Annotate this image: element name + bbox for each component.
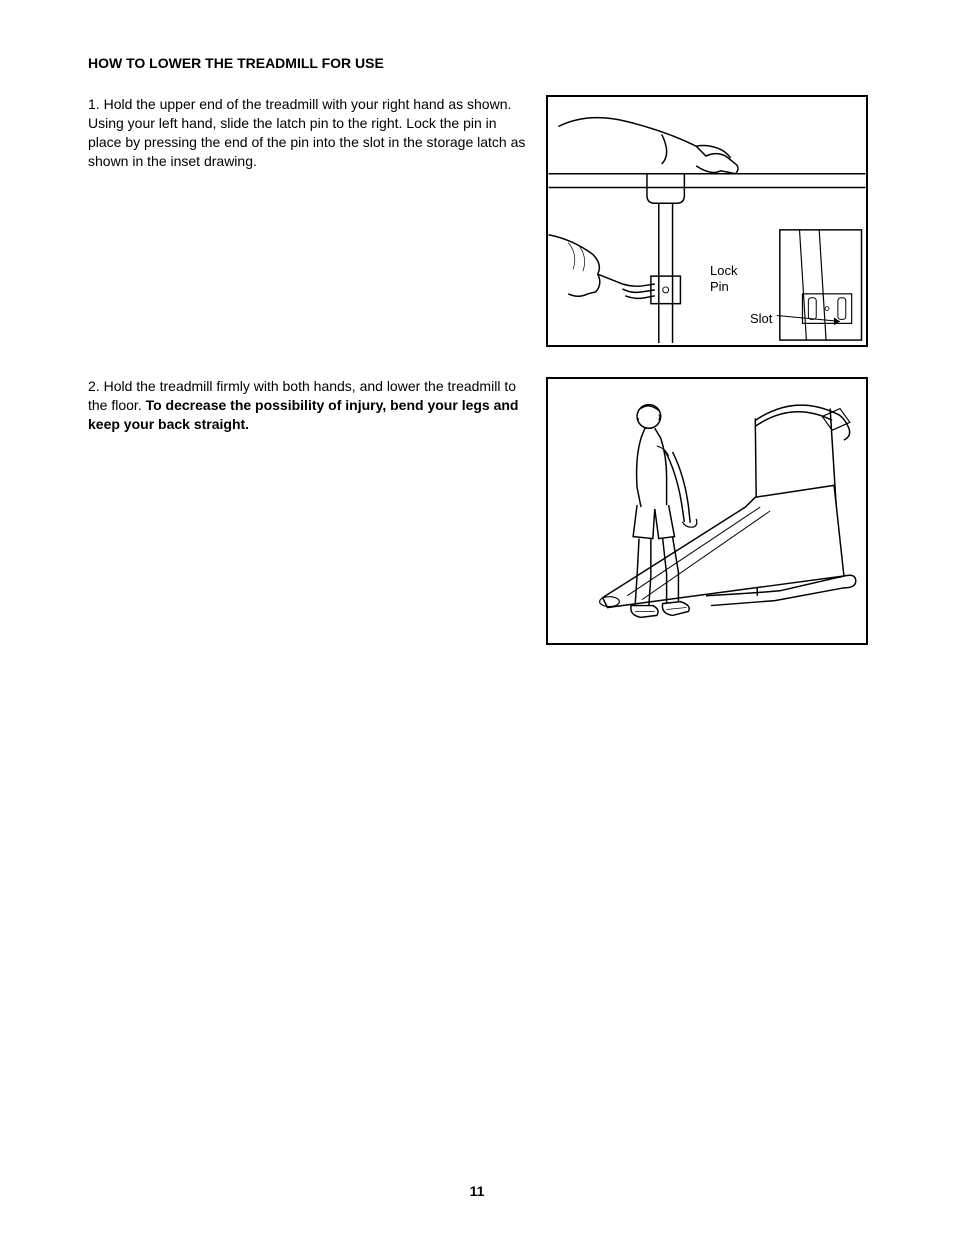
step-2-figure <box>546 377 868 645</box>
step-1-number: 1. <box>88 96 100 112</box>
page-content: HOW TO LOWER THE TREADMILL FOR USE 1. Ho… <box>0 0 954 645</box>
label-slot-text: Slot <box>750 311 772 326</box>
label-lock-pin: Lock Pin <box>710 263 737 294</box>
step-1-body: Hold the upper end of the treadmill with… <box>88 96 525 169</box>
step-2-row: 2. Hold the treadmill firmly with both h… <box>88 377 866 645</box>
step-2-text: 2. Hold the treadmill firmly with both h… <box>88 377 526 434</box>
page-number: 11 <box>0 1183 954 1199</box>
lower-treadmill-illustration <box>548 379 866 643</box>
section-title: HOW TO LOWER THE TREADMILL FOR USE <box>88 55 866 71</box>
step-1-figure: Lock Pin Slot <box>546 95 868 347</box>
step-2-number: 2. <box>88 378 100 394</box>
label-lock-pin-text: Lock Pin <box>710 263 737 294</box>
step-1-row: 1. Hold the upper end of the treadmill w… <box>88 95 866 347</box>
lock-pin-illustration <box>548 97 866 345</box>
step-2-bold: To decrease the possibility of injury, b… <box>88 397 518 432</box>
step-1-text: 1. Hold the upper end of the treadmill w… <box>88 95 526 171</box>
label-slot: Slot <box>750 311 772 327</box>
